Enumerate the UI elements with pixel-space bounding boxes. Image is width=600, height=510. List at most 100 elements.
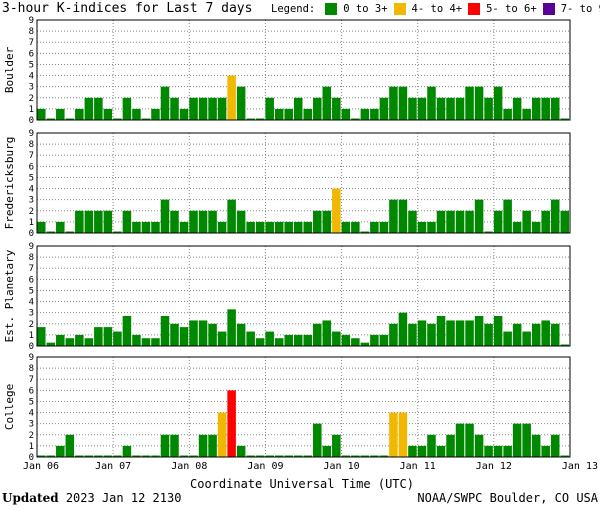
k-index-bar (427, 434, 436, 457)
k-index-bar (103, 210, 113, 233)
k-index-bar (484, 445, 493, 457)
k-index-bar (141, 455, 151, 457)
panel-label: Boulder (3, 46, 16, 93)
k-index-bar (522, 331, 531, 346)
y-tick-label: 4 (29, 185, 34, 195)
k-index-bar (179, 221, 189, 233)
k-index-bar (141, 221, 151, 233)
k-index-bar (94, 210, 103, 233)
y-tick-label: 0 (29, 342, 34, 352)
y-tick-label: 6 (29, 386, 34, 396)
k-index-bar (274, 108, 284, 120)
k-index-bar (351, 338, 360, 346)
k-index-bar (512, 97, 522, 120)
legend-item-0-3: 0 to 3+ (325, 3, 388, 15)
k-index-bar (436, 97, 446, 120)
k-index-bar (512, 423, 522, 457)
y-tick-label: 7 (29, 38, 34, 48)
y-tick-label: 1 (29, 218, 34, 228)
panel-label: Est. Planetary (3, 249, 16, 342)
k-index-bar (484, 323, 493, 346)
y-tick-label: 7 (29, 375, 34, 385)
k-index-bar (84, 210, 94, 233)
k-index-bar (265, 455, 274, 457)
legend-swatch-yellow (393, 3, 406, 15)
y-tick-label: 8 (29, 364, 34, 374)
k-index-bar (274, 455, 284, 457)
y-tick-label: 3 (29, 83, 34, 93)
x-tick-label: Jan 08 (171, 461, 207, 472)
x-tick-label: Jan 09 (247, 461, 283, 472)
k-index-bar (398, 86, 408, 120)
k-index-bar (303, 108, 313, 120)
k-index-bar (246, 455, 255, 457)
k-index-bar (46, 342, 56, 346)
k-index-bar (493, 210, 503, 233)
k-index-bar (360, 231, 370, 233)
k-index-bar (550, 323, 560, 346)
k-index-bar (332, 434, 341, 457)
k-index-bar (332, 188, 341, 233)
k-index-bar (398, 412, 408, 457)
k-index-bar (427, 323, 436, 346)
legend: Legend: 0 to 3+ 4- to 4+ 5- to 6+ 7- to … (271, 3, 600, 15)
k-index-bar (341, 108, 351, 120)
legend-swatch-red (468, 3, 481, 15)
k-index-bar (322, 320, 332, 346)
k-index-bar (417, 445, 427, 457)
k-index-bar (465, 210, 474, 233)
k-index-bar (151, 338, 160, 346)
k-index-bar (303, 334, 313, 346)
k-index-bar (351, 118, 360, 120)
k-index-bar (227, 309, 236, 346)
k-index-bar (198, 210, 208, 233)
k-index-bar (493, 445, 503, 457)
k-index-bar (236, 323, 246, 346)
x-tick-label: Jan 10 (324, 461, 360, 472)
k-index-bar (265, 97, 274, 120)
k-index-bar (389, 323, 398, 346)
k-index-bar (293, 455, 303, 457)
k-index-bar (160, 316, 170, 346)
k-index-bar (65, 231, 75, 233)
k-index-bar (341, 334, 351, 346)
k-index-bar (455, 320, 465, 346)
k-index-bar (217, 412, 227, 457)
y-tick-label: 9 (29, 16, 34, 26)
y-tick-label: 0 (29, 116, 34, 126)
y-tick-label: 1 (29, 105, 34, 115)
y-tick-label: 4 (29, 409, 34, 419)
k-index-bar (65, 118, 75, 120)
k-index-bar (160, 199, 170, 233)
k-index-bar (293, 97, 303, 120)
k-index-bar (208, 434, 217, 457)
k-index-bar (531, 97, 541, 120)
k-index-bar (313, 323, 322, 346)
k-index-bar (541, 210, 550, 233)
k-index-bar (198, 97, 208, 120)
k-index-bar (122, 210, 132, 233)
k-index-bar (141, 338, 151, 346)
k-index-bar (360, 455, 370, 457)
k-index-bar (265, 331, 274, 346)
k-index-bar (84, 97, 94, 120)
k-index-bar (541, 320, 550, 346)
k-index-bar (550, 434, 560, 457)
k-index-bar (417, 97, 427, 120)
k-index-bar (151, 221, 160, 233)
k-index-bar (284, 108, 293, 120)
k-index-bar (227, 75, 236, 120)
k-index-bar (541, 97, 550, 120)
panel-frame (36, 19, 571, 121)
k-index-bar (417, 320, 427, 346)
updated-stamp: Updated 2023 Jan 12 2130 (2, 491, 181, 505)
k-index-bar (436, 210, 446, 233)
k-index-bar (293, 221, 303, 233)
k-index-bar (332, 97, 341, 120)
k-index-bar (474, 316, 484, 346)
k-index-bar (503, 331, 512, 346)
y-tick-label: 7 (29, 264, 34, 274)
k-index-bar (160, 86, 170, 120)
k-index-bar (389, 86, 398, 120)
k-index-bar (227, 199, 236, 233)
